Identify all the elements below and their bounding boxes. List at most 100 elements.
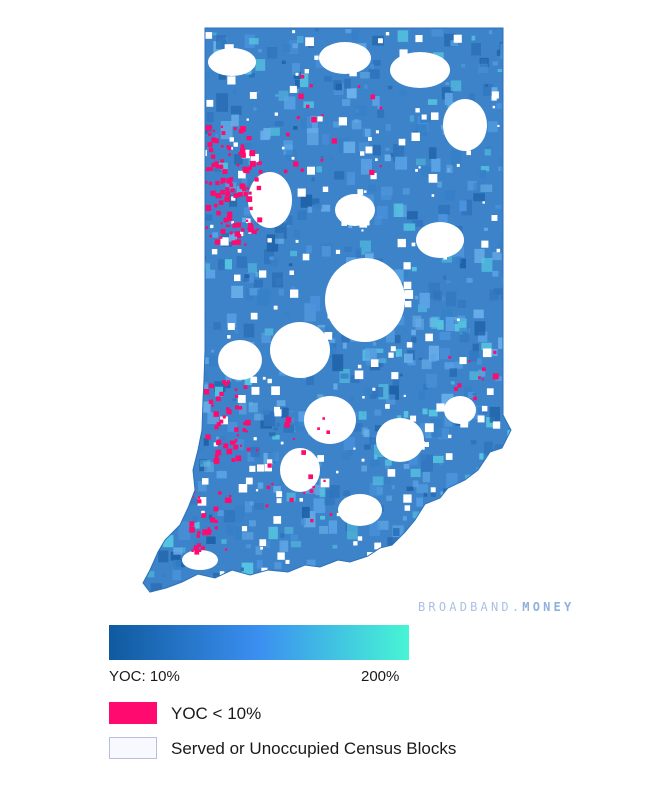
- served-block: [482, 201, 485, 204]
- yoc-low-block: [473, 396, 477, 401]
- yoc-low-block: [213, 458, 220, 464]
- served-block: [400, 582, 409, 591]
- served-block: [299, 498, 303, 502]
- served-area-muncie: [416, 222, 464, 258]
- served-block: [302, 253, 310, 261]
- census-block: [377, 520, 389, 530]
- served-block: [317, 455, 324, 462]
- yoc-low-block: [357, 85, 361, 88]
- served-block: [260, 546, 263, 550]
- served-block: [473, 520, 477, 524]
- census-block: [320, 515, 326, 520]
- census-block: [359, 240, 371, 255]
- census-block: [401, 265, 409, 278]
- census-block: [143, 168, 148, 171]
- served-block: [442, 515, 446, 518]
- census-block: [478, 63, 488, 74]
- served-block: [143, 281, 147, 286]
- census-block: [195, 257, 206, 270]
- yoc-low-block: [201, 546, 205, 551]
- census-block: [412, 220, 424, 227]
- census-block: [372, 144, 381, 156]
- served-block: [238, 484, 248, 493]
- yoc-low-block: [492, 373, 499, 380]
- served-block: [197, 189, 205, 197]
- census-block: [230, 105, 242, 115]
- served-area-central-west: [270, 322, 330, 378]
- census-block: [248, 402, 258, 413]
- census-block: [423, 383, 428, 390]
- census-block: [444, 33, 456, 47]
- census-block: [439, 332, 451, 340]
- census-block: [244, 375, 252, 386]
- census-block: [428, 345, 440, 361]
- yoc-low-block: [286, 132, 290, 137]
- yoc-low-block: [249, 150, 256, 157]
- census-block: [154, 186, 159, 191]
- census-block: [313, 202, 323, 209]
- served-block: [230, 147, 233, 150]
- served-block: [219, 571, 225, 576]
- census-block: [162, 535, 174, 548]
- census-block: [443, 586, 452, 592]
- yoc-low-block: [189, 526, 195, 533]
- served-block: [178, 322, 184, 327]
- census-block: [310, 295, 321, 312]
- census-block: [492, 523, 502, 539]
- census-block: [441, 309, 453, 324]
- census-block: [240, 142, 252, 154]
- census-block: [146, 509, 158, 528]
- yoc-low-block: [300, 168, 304, 172]
- yoc-low-block: [246, 447, 251, 452]
- census-block: [328, 572, 336, 577]
- census-block: [194, 384, 199, 389]
- census-block: [150, 62, 159, 74]
- census-block: [469, 350, 479, 362]
- census-block: [497, 69, 503, 72]
- yoc-low-block: [204, 530, 209, 535]
- served-block: [289, 85, 297, 93]
- served-block: [231, 221, 234, 224]
- census-block: [408, 451, 418, 466]
- yoc-low-block: [226, 409, 232, 415]
- census-block: [275, 94, 279, 97]
- served-block: [171, 105, 176, 110]
- served-block: [324, 332, 333, 340]
- census-block: [395, 348, 402, 357]
- yoc-low-block: [301, 450, 306, 455]
- served-block: [375, 158, 378, 161]
- yoc-low-block: [208, 132, 212, 136]
- census-block: [313, 498, 326, 514]
- census-block: [442, 566, 454, 575]
- served-block: [353, 447, 356, 450]
- yoc-low-block: [256, 185, 262, 191]
- served-block: [477, 415, 485, 423]
- census-block: [480, 584, 488, 592]
- census-block: [411, 336, 417, 343]
- census-block: [385, 147, 390, 151]
- yoc-low-block: [240, 126, 246, 132]
- served-block: [200, 150, 207, 157]
- census-block: [343, 490, 351, 497]
- yoc-low-block: [193, 545, 199, 551]
- served-block: [428, 174, 438, 183]
- census-block: [255, 91, 260, 94]
- census-block: [295, 79, 301, 88]
- census-block: [306, 117, 318, 133]
- served-area-south: [338, 494, 382, 526]
- census-block: [477, 358, 482, 365]
- yoc-low-block: [309, 489, 314, 493]
- census-block: [243, 323, 255, 338]
- census-block: [463, 386, 473, 397]
- yoc-low-block: [223, 443, 229, 449]
- census-block: [192, 332, 198, 341]
- census-block: [236, 186, 245, 196]
- served-block: [314, 55, 319, 60]
- yoc-low-block: [220, 181, 223, 185]
- yoc-low-block: [246, 187, 250, 190]
- census-block: [294, 421, 304, 432]
- census-block: [443, 275, 447, 280]
- served-block: [193, 281, 201, 289]
- served-block: [250, 312, 258, 320]
- census-block: [412, 511, 420, 519]
